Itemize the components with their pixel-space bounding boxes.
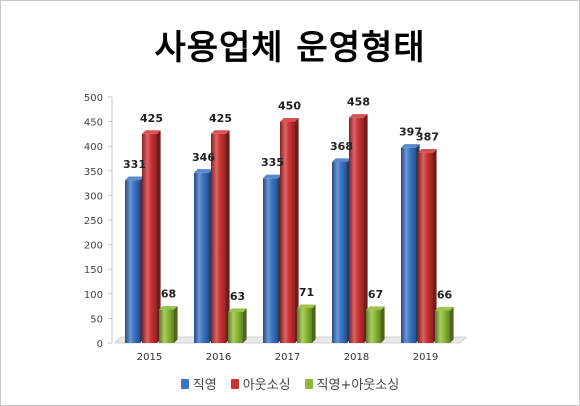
- x-tick-label: 2015: [137, 352, 162, 363]
- bar: [142, 133, 157, 343]
- x-tick-label: 2016: [206, 352, 231, 363]
- data-label: 368: [330, 140, 353, 153]
- y-tick-label: 500: [84, 93, 103, 104]
- bar-아웃소싱-2016: [211, 130, 230, 343]
- bar-top: [332, 158, 351, 162]
- data-label: 425: [209, 112, 232, 125]
- bar-side: [174, 305, 178, 343]
- data-label: 335: [261, 156, 284, 169]
- bar-top: [159, 305, 178, 310]
- bar: [349, 117, 364, 343]
- y-tick-label: 50: [90, 314, 103, 325]
- chart-legend: 직영 아웃소싱 직영+아웃소싱: [0, 374, 580, 393]
- bar-직영-2017: [263, 174, 282, 343]
- x-tick-label: 2019: [413, 352, 438, 363]
- bar-top: [435, 306, 454, 311]
- y-tick-label: 350: [84, 167, 103, 178]
- bar: [332, 161, 347, 343]
- bar: [159, 309, 174, 343]
- bar-side: [364, 114, 368, 344]
- chart-title: 사용업체 운영형태: [154, 28, 426, 68]
- data-label: 346: [192, 151, 215, 164]
- legend-label-mixed: 직영+아웃소싱: [316, 378, 400, 393]
- y-tick-label: 250: [84, 216, 103, 227]
- legend-swatch-outsourcing: [230, 378, 239, 389]
- bar: [211, 133, 226, 343]
- bar-직영-2015: [125, 176, 144, 343]
- bar-직영-2016: [194, 169, 213, 343]
- data-label: 450: [278, 100, 301, 113]
- x-tick-label: 2017: [275, 352, 300, 363]
- data-label: 66: [437, 289, 453, 302]
- bar: [228, 312, 243, 343]
- bar-side: [226, 130, 230, 343]
- legend-label-direct: 직영: [192, 378, 217, 393]
- bar: [366, 310, 381, 343]
- bar: [280, 121, 295, 343]
- bar-아웃소싱-2015: [142, 130, 161, 343]
- bar-top: [401, 144, 420, 148]
- bar-직영-2018: [332, 158, 351, 343]
- bar: [125, 180, 140, 343]
- data-label: 331: [123, 158, 146, 171]
- bar-side: [381, 306, 385, 343]
- bar-side: [295, 118, 299, 343]
- bar-side: [157, 130, 161, 343]
- bar: [401, 147, 416, 343]
- bar: [435, 310, 450, 343]
- bar-top: [297, 304, 316, 309]
- legend-swatch-mixed: [304, 378, 313, 389]
- bar-top: [366, 306, 385, 311]
- bar: [418, 152, 433, 343]
- bar: [263, 178, 278, 343]
- bar-직영+아웃소싱-2018: [366, 306, 385, 343]
- y-tick-label: 300: [84, 191, 103, 202]
- data-label: 458: [347, 96, 370, 109]
- legend-item-outsourcing: 아웃소싱: [230, 374, 291, 393]
- legend-item-direct: 직영: [180, 374, 217, 393]
- x-tick-label: 2018: [344, 352, 369, 363]
- bar: [194, 172, 209, 343]
- bar-top: [228, 308, 247, 313]
- data-label: 63: [230, 290, 245, 303]
- data-label: 397: [399, 126, 422, 139]
- data-label: 425: [140, 112, 163, 125]
- y-tick-label: 400: [84, 142, 103, 153]
- bar-직영+아웃소싱-2015: [159, 305, 178, 343]
- y-tick-label: 0: [97, 339, 103, 350]
- legend-item-mixed: 직영+아웃소싱: [304, 374, 400, 393]
- bar-side: [243, 308, 247, 343]
- bar-top: [263, 174, 282, 179]
- bar-아웃소싱-2019: [418, 148, 437, 343]
- bar-side: [433, 148, 437, 343]
- bar-top: [125, 176, 144, 181]
- bar-top: [418, 148, 437, 153]
- data-label: 67: [368, 288, 383, 301]
- bar-아웃소싱-2017: [280, 118, 299, 343]
- y-tick-label: 150: [84, 265, 103, 276]
- bar-side: [450, 306, 454, 343]
- legend-swatch-direct: [180, 378, 189, 389]
- bar-top: [142, 130, 161, 134]
- y-tick-label: 450: [84, 118, 103, 129]
- bar-top: [280, 118, 299, 122]
- data-label: 68: [161, 288, 176, 301]
- bar-아웃소싱-2018: [349, 114, 368, 344]
- bar-직영-2019: [401, 144, 420, 343]
- data-label: 71: [299, 286, 314, 299]
- bar-side: [312, 304, 316, 343]
- bar-직영+아웃소싱-2016: [228, 308, 247, 343]
- bar-직영+아웃소싱-2019: [435, 306, 454, 343]
- bar-top: [349, 114, 368, 118]
- legend-label-outsourcing: 아웃소싱: [242, 378, 291, 393]
- bar: [297, 308, 312, 343]
- bar-top: [194, 169, 213, 173]
- bar-top: [211, 130, 230, 134]
- y-tick-label: 200: [84, 241, 103, 252]
- bar-직영+아웃소싱-2017: [297, 304, 316, 343]
- y-tick-label: 100: [84, 290, 103, 301]
- data-label: 387: [416, 131, 439, 144]
